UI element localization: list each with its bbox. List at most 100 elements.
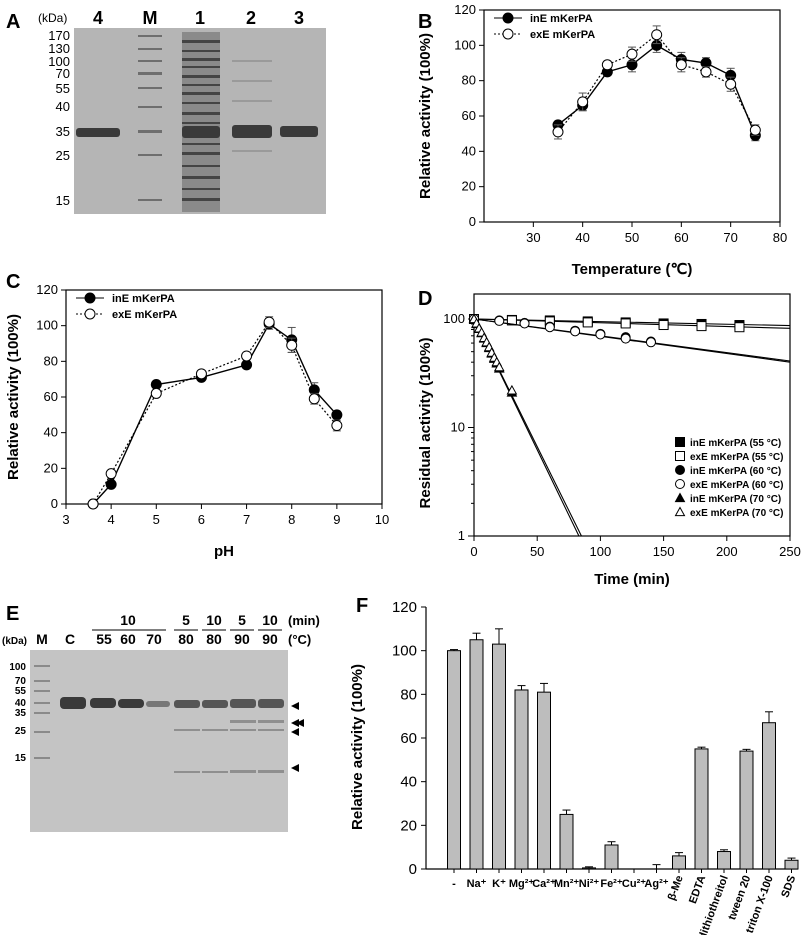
chart-c-x-tick-label: 6: [198, 512, 205, 527]
gel-e-time-label: 10: [206, 612, 222, 628]
chart-c-legend-marker: [84, 292, 96, 304]
gel-e-time-label: 5: [182, 612, 190, 628]
chart-d-data-point: [595, 329, 606, 340]
chart-d-x-tick-label: 200: [716, 544, 738, 559]
gel-e-lane-label: 55: [96, 631, 112, 647]
gel-e-time-label: 10: [120, 612, 136, 628]
chart-d-legend-marker: [675, 451, 685, 461]
chart-b-y-tick-label: 120: [454, 2, 476, 17]
gel-e-marker: 55: [15, 686, 27, 697]
chart-d-legend-marker: [675, 437, 685, 447]
chart-f-bar: [784, 859, 799, 870]
chart-b-frame: [483, 9, 781, 223]
chart-f-y-tick-label: 0: [409, 861, 417, 878]
chart-f-y-tick-label: 60: [400, 730, 417, 747]
chart-c-x-tick-label: 3: [62, 512, 69, 527]
chart-f-bar: [514, 689, 529, 870]
chart-b-x-tick-label: 70: [723, 230, 737, 245]
gel-e-lane-label: 70: [146, 631, 162, 647]
gel-e-time-unit: (min): [288, 613, 320, 628]
gel-e-lane-label: 60: [120, 631, 136, 647]
chart-f-category-label: Mn²⁺: [554, 878, 580, 890]
panel-label-e: E: [6, 603, 19, 625]
chart-d-legend-label: inE mKerPA (55 °C): [690, 438, 781, 449]
chart-b-data-point: [651, 29, 663, 41]
chart-b-y-tick-label: 40: [462, 143, 476, 158]
gel-a-lane-label: 1: [195, 8, 205, 28]
chart-c-y-tick-label: 40: [44, 425, 58, 440]
chart-d-data-point: [494, 315, 505, 326]
chart-d-data-point: [582, 317, 593, 328]
gel-a-lane-label: 2: [246, 8, 256, 28]
panel-a: A (kDa) 4 M 1 2 3 170 130 100 70 55 40 3…: [6, 8, 326, 214]
chart-b-x-tick-label: 60: [674, 230, 688, 245]
gel-e-temp-unit: (°C): [288, 632, 311, 647]
chart-b-legend-marker: [502, 12, 514, 24]
chart-d-y-tick-label: 100: [443, 311, 465, 326]
gel-e-time-label: 5: [238, 612, 246, 628]
chart-c-y-tick-label: 0: [51, 496, 58, 511]
chart-c-data-point: [331, 409, 343, 421]
gel-a-marker: 40: [56, 99, 70, 114]
chart-d-legend-label: exE mKerPA (70 °C): [690, 508, 783, 519]
chart-b-data-point: [749, 124, 761, 136]
chart-f-bar: [492, 643, 506, 870]
gel-a-lane-label: 4: [93, 8, 103, 28]
chart-f-bar: [672, 855, 686, 870]
chart-f-category-label: β-Me: [666, 874, 686, 902]
chart-d-data-point: [493, 361, 505, 372]
gel-e-marker: 35: [15, 708, 27, 719]
chart-f-category-label: -: [452, 878, 456, 890]
chart-d-data-point: [658, 320, 669, 331]
panel-label-a: A: [6, 11, 20, 33]
panel-b: B 30 40 50 60 70 80 0 20 40 60 80 100 120 inE mKerPA e…: [417, 2, 787, 278]
chart-f-y-tick-label: 40: [400, 774, 417, 791]
chart-f-y-tick-label: 20: [400, 817, 417, 834]
chart-c-ylabel: Relative activity (100%): [5, 314, 22, 480]
chart-d-legend-label: inE mKerPA (60 °C): [690, 466, 781, 477]
chart-c-series-line: [92, 321, 338, 505]
chart-b-legend-marker: [502, 28, 514, 40]
gel-a-marker: 100: [48, 54, 70, 69]
panel-e: E (kDa) M C 55 60 70 80 80 90 90 10 5 10…: [2, 603, 320, 832]
gel-a-lane-label: 3: [294, 8, 304, 28]
chart-b: 30 40 50 60 70 80 0 20 40 60 80 100 120 inE mKerPA exE…: [454, 2, 787, 245]
chart-b-x-tick-label: 80: [773, 230, 787, 245]
chart-c-data-point: [105, 478, 117, 490]
chart-d-y-tick-label: 10: [451, 420, 465, 435]
chart-f-bar: [537, 691, 551, 870]
panel-label-f: F: [356, 595, 368, 617]
chart-c-data-point: [263, 316, 275, 328]
chart-d-y-tick-label: 1: [458, 528, 465, 543]
chart-f-bar: [762, 722, 776, 870]
chart-d: 0 50 100 150 200 250 1 10 100 inE mKerPA (55 °C) e…: [443, 311, 801, 559]
chart-b-legend-label: exE mKerPA: [530, 29, 595, 41]
chart-f-category-label: K⁺: [492, 878, 506, 890]
chart-d-data-point: [620, 333, 631, 344]
chart-b-data-point: [577, 96, 589, 108]
gel-e-lane-label: 80: [178, 631, 194, 647]
chart-f-y-tick-label: 120: [392, 599, 417, 616]
gel-a-marker: 15: [56, 193, 70, 208]
chart-c-data-point: [87, 498, 99, 510]
chart-f-category-label: Cu²⁺: [622, 878, 646, 890]
chart-d-data-point: [620, 318, 631, 329]
chart-f-bar: [582, 867, 596, 870]
chart-d-legend-marker: [675, 479, 685, 489]
gel-a-marker: 130: [48, 41, 70, 56]
chart-d-data-point: [506, 384, 518, 395]
chart-d-legend-label: exE mKerPA (55 °C): [690, 452, 783, 463]
chart-f-y-tick-label: 80: [400, 686, 417, 703]
gel-a-marker: 170: [48, 28, 70, 43]
chart-b-y-tick-label: 80: [462, 73, 476, 88]
chart-d-legend-label: inE mKerPA (70 °C): [690, 494, 781, 505]
chart-b-data-point: [626, 48, 638, 60]
chart-d-data-point: [696, 321, 707, 332]
chart-d-legend-marker: [674, 506, 686, 517]
chart-b-ylabel: Relative activity (100%): [417, 33, 434, 199]
chart-d-x-tick-label: 250: [779, 544, 801, 559]
chart-c-x-tick-label: 5: [153, 512, 160, 527]
chart-f-category-label: Ni²⁺: [579, 878, 600, 890]
